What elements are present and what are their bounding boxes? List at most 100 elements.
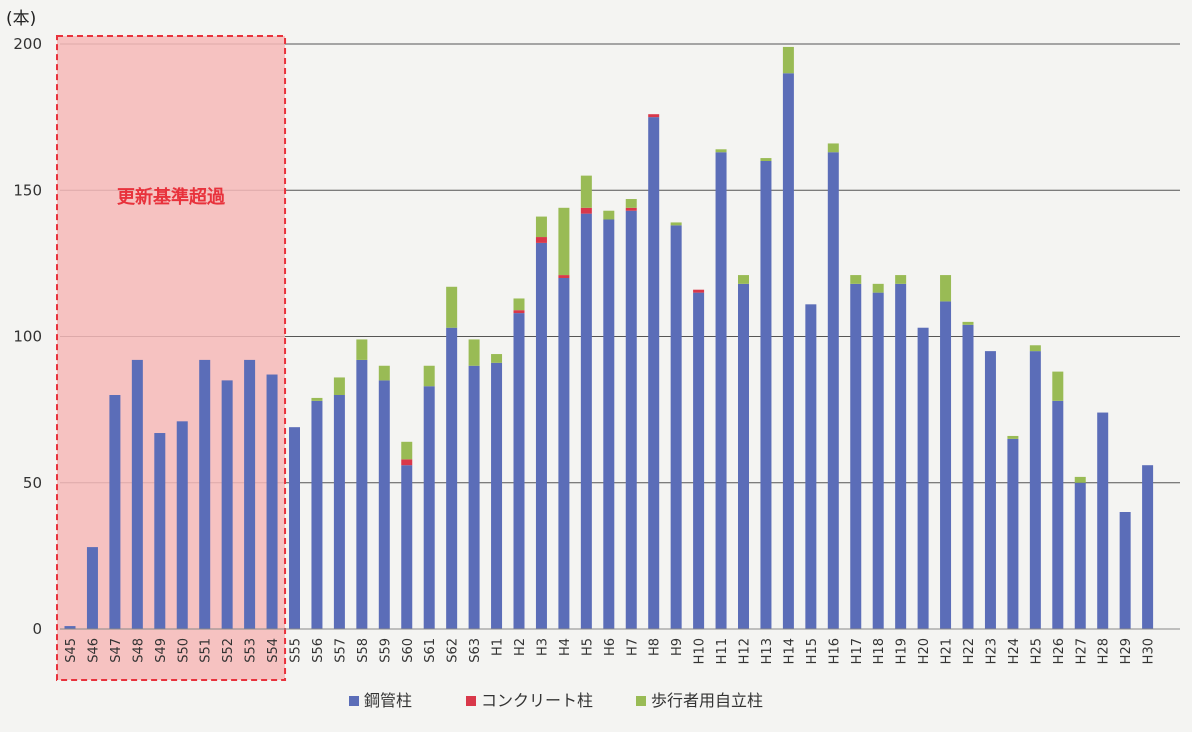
x-tick-label: S59 [378, 638, 393, 663]
bar-steel-H15 [805, 304, 817, 629]
bar-steel-S59 [378, 380, 390, 629]
bar-pedestrian-H12 [738, 275, 749, 284]
bar-steel-S51 [199, 359, 211, 629]
bar-steel-H24 [1007, 438, 1019, 629]
x-tick-label: H17 [850, 638, 865, 664]
x-tick-label: S61 [423, 638, 438, 663]
x-tick-label: H19 [895, 638, 910, 664]
bar-steel-S62 [446, 327, 458, 629]
bar-pedestrian-S56 [311, 397, 323, 401]
bar-steel-S47 [109, 395, 121, 629]
bar-steel-H13 [760, 161, 772, 629]
bar-steel-H8 [648, 117, 660, 629]
bar-pedestrian-S59 [378, 365, 390, 381]
legend-swatch-pedestrian [636, 696, 646, 706]
x-tick-label: H18 [872, 638, 887, 664]
y-tick-label: 150 [13, 181, 42, 199]
bar-steel-S58 [356, 359, 368, 629]
bar-steel-S54 [266, 374, 278, 629]
bar-steel-H6 [603, 219, 615, 629]
x-tick-label: S49 [154, 638, 169, 663]
bar-pedestrian-H11 [715, 149, 727, 153]
y-tick-label: 100 [13, 328, 42, 346]
x-tick-label: S55 [289, 638, 304, 663]
y-axis: (本) 0 50 100 150 200 [6, 9, 42, 638]
bar-pedestrian-H27 [1074, 476, 1086, 483]
x-tick-label: H10 [693, 638, 708, 664]
x-tick-label: H30 [1142, 638, 1157, 664]
bar-steel-S55 [289, 427, 300, 629]
bar-steel-H23 [984, 351, 996, 629]
bar-pedestrian-H4 [558, 207, 570, 276]
bar-steel-H3 [535, 242, 547, 629]
x-tick-label: S45 [64, 638, 79, 663]
x-tick-label: S57 [333, 638, 348, 663]
bar-pedestrian-H24 [1007, 435, 1019, 439]
x-tick-label: S54 [266, 638, 281, 663]
bar-pedestrian-H25 [1029, 345, 1041, 352]
bar-steel-H14 [782, 73, 794, 629]
bar-steel-S57 [333, 395, 345, 629]
legend-swatch-steel [349, 696, 359, 706]
exceeded-region-label: 更新基準超過 [117, 186, 226, 208]
bar-steel-H17 [850, 283, 862, 629]
bar-pedestrian-H13 [760, 158, 772, 161]
x-tick-label: H27 [1074, 638, 1089, 664]
bar-steel-H26 [1052, 400, 1064, 629]
bar-pedestrian-S57 [333, 377, 345, 395]
bar-steel-H2 [513, 313, 525, 629]
x-tick-label: H25 [1029, 638, 1044, 664]
x-tick-label: H21 [940, 638, 955, 664]
x-tick-label: S63 [468, 638, 483, 663]
bar-steel-S48 [131, 359, 143, 629]
y-tick-label: 0 [32, 620, 42, 638]
bar-steel-S56 [311, 400, 323, 629]
legend-label-pedestrian: 歩行者用自立柱 [651, 691, 763, 710]
bar-concrete-S60 [401, 459, 413, 466]
bar-steel-H5 [580, 213, 592, 629]
bar-steel-S53 [244, 359, 256, 629]
y-tick-label: 200 [13, 35, 42, 53]
bar-pedestrian-S63 [468, 339, 480, 366]
bar-steel-S49 [154, 433, 166, 629]
x-tick-label: H7 [625, 638, 640, 656]
bar-steel-H11 [715, 152, 727, 629]
bar-concrete-H10 [693, 289, 705, 293]
x-axis: S45 S46 S47 S48 S49 S50 S51 S52 S53 S54 S55 S56 S57 S… [60, 628, 1180, 664]
bar-steel-S50 [176, 421, 188, 629]
y-unit-label: (本) [6, 9, 36, 29]
x-tick-label: S62 [446, 638, 461, 663]
bar-steel-H28 [1097, 412, 1109, 629]
bar-pedestrian-H19 [895, 275, 907, 284]
x-tick-label: S46 [86, 638, 101, 663]
bar-steel-H9 [670, 225, 682, 629]
x-tick-label: H16 [827, 638, 842, 664]
legend: 鋼管柱 コンクリート柱 歩行者用自立柱 [349, 691, 763, 710]
bar-steel-H21 [940, 301, 952, 629]
x-tick-label: S48 [131, 638, 146, 663]
bar-pedestrian-H22 [962, 321, 974, 325]
bar-pedestrian-H9 [670, 222, 682, 226]
x-tick-label: S53 [244, 638, 259, 663]
x-tick-label: H6 [603, 638, 618, 656]
bar-steel-S46 [86, 547, 98, 629]
x-tick-label: H29 [1119, 638, 1134, 664]
legend-label-steel: 鋼管柱 [364, 691, 412, 710]
x-tick-label: H20 [917, 638, 932, 664]
x-tick-label: H9 [670, 638, 685, 656]
bar-pedestrian-H3 [535, 216, 547, 238]
bar-steel-H22 [962, 324, 974, 629]
bar-steel-H4 [558, 278, 570, 629]
bar-pedestrian-H7 [625, 199, 637, 208]
bar-steel-H20 [917, 327, 929, 629]
bar-steel-H12 [738, 283, 749, 629]
bar-pedestrian-H17 [850, 275, 862, 284]
x-tick-label: H23 [984, 638, 999, 664]
x-tick-label: S50 [176, 638, 191, 663]
x-tick-label: S51 [199, 638, 214, 663]
x-tick-label: H3 [535, 638, 550, 656]
bar-steel-H30 [1142, 465, 1154, 629]
x-tick-label: H11 [715, 638, 730, 664]
x-tick-label: H13 [760, 638, 775, 664]
x-tick-label: H2 [513, 638, 528, 656]
